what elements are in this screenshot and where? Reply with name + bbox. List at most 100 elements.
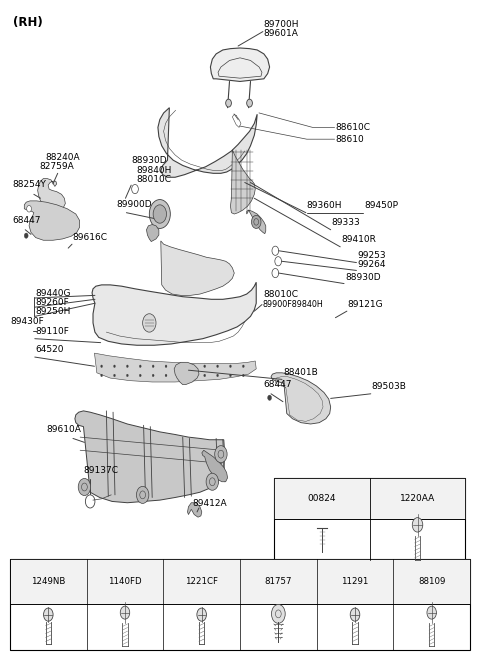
Text: 89250H: 89250H bbox=[36, 307, 71, 316]
Text: 89900D: 89900D bbox=[116, 200, 152, 209]
Text: 89260F: 89260F bbox=[36, 298, 70, 307]
Circle shape bbox=[268, 395, 272, 401]
Text: 89616C: 89616C bbox=[72, 233, 107, 242]
Circle shape bbox=[215, 445, 227, 463]
Circle shape bbox=[229, 374, 231, 377]
Text: 1221CF: 1221CF bbox=[185, 577, 218, 587]
Circle shape bbox=[216, 374, 218, 377]
Circle shape bbox=[24, 233, 28, 239]
Text: 89137C: 89137C bbox=[84, 466, 119, 475]
Text: 89430F: 89430F bbox=[10, 316, 44, 326]
Text: 89700H: 89700H bbox=[263, 20, 299, 29]
Text: 89333: 89333 bbox=[332, 218, 360, 227]
Circle shape bbox=[191, 365, 193, 368]
Circle shape bbox=[78, 478, 91, 496]
Bar bbox=[275, 478, 465, 519]
Circle shape bbox=[242, 365, 244, 368]
Circle shape bbox=[242, 374, 244, 377]
Circle shape bbox=[191, 374, 193, 377]
Circle shape bbox=[139, 374, 141, 377]
Circle shape bbox=[204, 374, 205, 377]
Text: 89360H: 89360H bbox=[307, 201, 342, 210]
Polygon shape bbox=[37, 179, 65, 209]
Circle shape bbox=[216, 365, 218, 368]
Text: 88930D: 88930D bbox=[345, 273, 381, 282]
Text: 89410R: 89410R bbox=[341, 235, 376, 244]
Text: 88010C: 88010C bbox=[263, 291, 298, 299]
Polygon shape bbox=[247, 210, 266, 234]
Polygon shape bbox=[146, 225, 159, 242]
Polygon shape bbox=[92, 282, 256, 345]
Circle shape bbox=[153, 205, 167, 223]
Circle shape bbox=[143, 314, 156, 332]
Text: 68447: 68447 bbox=[264, 380, 292, 389]
Circle shape bbox=[126, 365, 128, 368]
Text: 89610A: 89610A bbox=[46, 426, 81, 434]
Text: 89601A: 89601A bbox=[263, 29, 298, 38]
Text: 1140FD: 1140FD bbox=[108, 577, 142, 587]
Polygon shape bbox=[161, 241, 234, 295]
Polygon shape bbox=[230, 150, 255, 214]
Circle shape bbox=[152, 365, 154, 368]
Circle shape bbox=[44, 608, 53, 621]
Text: 88610: 88610 bbox=[336, 134, 364, 144]
Polygon shape bbox=[75, 411, 225, 503]
Circle shape bbox=[427, 606, 436, 619]
Text: 1220AA: 1220AA bbox=[400, 494, 435, 503]
Text: 99264: 99264 bbox=[358, 260, 386, 269]
Text: (RH): (RH) bbox=[13, 16, 43, 29]
Text: 89900F89840H: 89900F89840H bbox=[263, 299, 324, 308]
Text: 88610C: 88610C bbox=[336, 123, 371, 132]
Bar bbox=[10, 559, 470, 650]
Polygon shape bbox=[210, 48, 270, 82]
Circle shape bbox=[114, 365, 116, 368]
Text: 99253: 99253 bbox=[358, 251, 386, 260]
Text: 89503B: 89503B bbox=[372, 382, 407, 391]
Text: 89440G: 89440G bbox=[36, 289, 71, 298]
Text: 81757: 81757 bbox=[264, 577, 292, 587]
Circle shape bbox=[412, 517, 423, 532]
Text: 88109: 88109 bbox=[418, 577, 445, 587]
Text: 11291: 11291 bbox=[341, 577, 369, 587]
Circle shape bbox=[272, 604, 285, 623]
Bar bbox=[10, 559, 470, 604]
Polygon shape bbox=[158, 107, 257, 177]
Polygon shape bbox=[174, 362, 199, 385]
Circle shape bbox=[126, 374, 128, 377]
Circle shape bbox=[197, 608, 206, 621]
Circle shape bbox=[350, 608, 360, 621]
Text: 00824: 00824 bbox=[308, 494, 336, 503]
Circle shape bbox=[120, 606, 130, 619]
Text: 88010C: 88010C bbox=[136, 175, 171, 184]
Text: 88254Y: 88254Y bbox=[12, 180, 46, 189]
Text: 89121G: 89121G bbox=[348, 299, 384, 308]
Circle shape bbox=[178, 374, 180, 377]
Bar bbox=[275, 478, 465, 561]
Polygon shape bbox=[202, 450, 228, 482]
Text: 89840H: 89840H bbox=[136, 165, 171, 175]
Text: 1249NB: 1249NB bbox=[31, 577, 65, 587]
Circle shape bbox=[149, 200, 170, 229]
Text: 88930D: 88930D bbox=[131, 156, 167, 165]
Polygon shape bbox=[188, 503, 202, 517]
Circle shape bbox=[152, 374, 154, 377]
Circle shape bbox=[114, 374, 116, 377]
Text: 64520: 64520 bbox=[36, 345, 64, 355]
Text: 82759A: 82759A bbox=[39, 161, 74, 171]
Circle shape bbox=[206, 473, 218, 490]
Circle shape bbox=[252, 215, 261, 229]
Circle shape bbox=[27, 206, 32, 212]
Circle shape bbox=[139, 365, 141, 368]
Circle shape bbox=[101, 365, 103, 368]
Circle shape bbox=[165, 365, 167, 368]
Polygon shape bbox=[24, 201, 80, 241]
Text: 89412A: 89412A bbox=[192, 499, 227, 508]
Polygon shape bbox=[95, 353, 256, 382]
Text: 89450P: 89450P bbox=[364, 201, 398, 210]
Circle shape bbox=[247, 99, 252, 107]
Circle shape bbox=[229, 365, 231, 368]
Text: 88401B: 88401B bbox=[283, 368, 318, 377]
Text: 68447: 68447 bbox=[12, 215, 40, 225]
Text: 88240A: 88240A bbox=[45, 152, 80, 161]
Circle shape bbox=[101, 374, 103, 377]
